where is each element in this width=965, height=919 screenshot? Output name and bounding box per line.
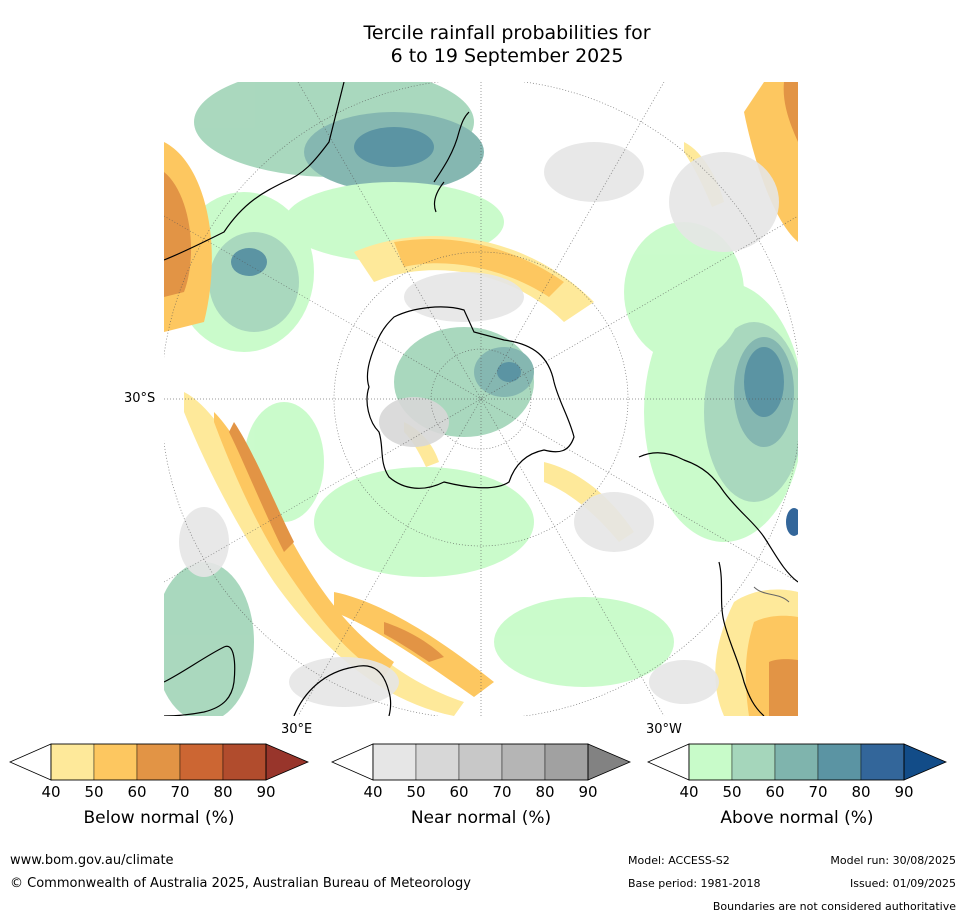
graticule	[164, 82, 798, 716]
lat-label-30s: 30°S	[124, 391, 156, 406]
colorbar-tick-label: 90	[256, 783, 276, 801]
colorbar-segment	[50, 743, 95, 781]
above-normal-high	[231, 127, 798, 536]
below-normal-field	[164, 82, 798, 716]
colorbar-arrow-high	[903, 743, 947, 781]
colorbar-label-near: Near normal (%)	[410, 808, 552, 828]
colorbar-tick-label: 90	[578, 783, 598, 801]
colorbar-segment	[860, 743, 905, 781]
new-zealand-outline	[433, 111, 470, 213]
colorbar-segment	[458, 743, 503, 781]
colorbar-below-normal	[9, 743, 309, 781]
colorbar-label-above: Above normal (%)	[720, 808, 874, 828]
footer-website: www.bom.gov.au/climate	[10, 853, 174, 868]
colorbar-near-normal	[331, 743, 631, 781]
colorbar-label-below: Below normal (%)	[83, 808, 235, 828]
colorbar-tick-label: 60	[127, 783, 147, 801]
near-normal-field	[179, 142, 779, 707]
africa-outline	[293, 665, 392, 716]
footer-base-period: Base period: 1981-2018	[628, 877, 761, 890]
colorbar-segment	[817, 743, 862, 781]
colorbar-segment	[93, 743, 138, 781]
lon-label-30w: 30°W	[646, 722, 682, 737]
footer-disclaimer: Boundaries are not considered authoritat…	[712, 900, 956, 913]
colorbar-segment	[222, 743, 267, 781]
colorbar-arrow-low	[647, 743, 690, 781]
colorbar-tick-label: 70	[492, 783, 512, 801]
title-line-2: 6 to 19 September 2025	[390, 45, 624, 67]
colorbar-arrow-high	[265, 743, 309, 781]
footer-issued: Issued: 01/09/2025	[849, 877, 956, 890]
colorbar-tick-label: 60	[449, 783, 469, 801]
colorbar-segment	[136, 743, 181, 781]
colorbar-tick-label: 80	[851, 783, 871, 801]
colorbar-segment	[544, 743, 589, 781]
colorbar-arrow-low	[331, 743, 374, 781]
colorbar-tick-label: 80	[213, 783, 233, 801]
colorbar-segment	[501, 743, 546, 781]
colorbar-tick-label: 70	[808, 783, 828, 801]
colorbar-above-normal	[647, 743, 947, 781]
colorbar-tick-label: 40	[41, 783, 61, 801]
colorbar-arrow-high	[587, 743, 631, 781]
footer-model: Model: ACCESS-S2	[628, 854, 730, 867]
map-title: Tercile rainfall probabilities for 6 to …	[307, 22, 707, 68]
colorbar-tick-label: 60	[765, 783, 785, 801]
colorbar-segment	[415, 743, 460, 781]
south-america-outline	[638, 452, 798, 716]
lon-label-30e: 30°E	[281, 722, 313, 737]
polar-map	[164, 82, 798, 716]
colorbar-tick-label: 50	[722, 783, 742, 801]
colorbar-segment	[372, 743, 417, 781]
colorbar-tick-label: 70	[170, 783, 190, 801]
colorbar-segment	[731, 743, 776, 781]
antarctica-outline	[366, 306, 575, 489]
title-line-1: Tercile rainfall probabilities for	[363, 22, 651, 44]
colorbar-segment	[179, 743, 224, 781]
colorbar-tick-label: 40	[363, 783, 383, 801]
colorbar-segment	[688, 743, 733, 781]
footer-model-run: Model run: 30/08/2025	[830, 854, 956, 867]
colorbar-tick-label: 50	[406, 783, 426, 801]
colorbar-arrow-low	[9, 743, 52, 781]
australia-outline	[164, 82, 345, 261]
colorbar-tick-label: 80	[535, 783, 555, 801]
colorbar-tick-label: 90	[894, 783, 914, 801]
colorbar-segment	[774, 743, 819, 781]
footer-copyright: © Commonwealth of Australia 2025, Austra…	[10, 876, 471, 891]
colorbar-tick-label: 50	[84, 783, 104, 801]
colorbar-tick-label: 40	[679, 783, 699, 801]
